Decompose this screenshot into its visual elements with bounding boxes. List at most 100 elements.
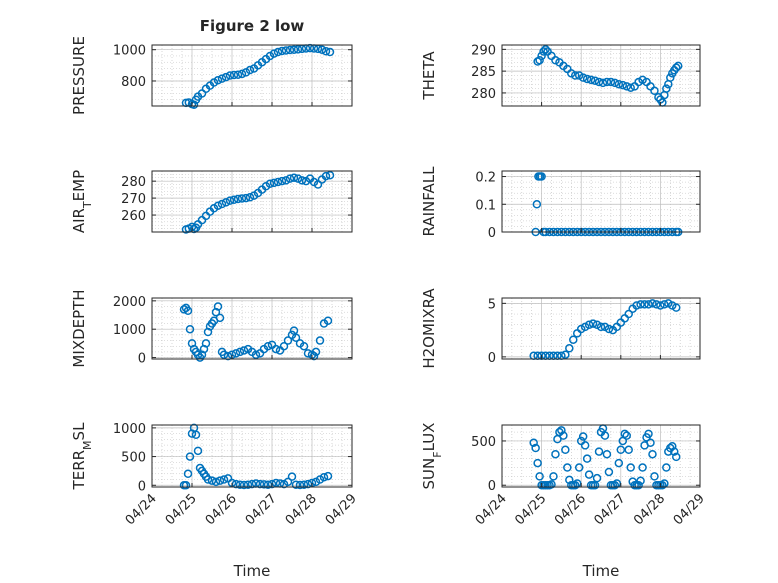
data-point <box>622 431 631 440</box>
data-point <box>189 100 199 109</box>
data-point <box>658 480 667 490</box>
data-point <box>319 472 329 482</box>
y-axis-label: H2OMIXRA <box>420 288 438 369</box>
y-tick-label: 5 <box>488 297 496 312</box>
data-point <box>265 179 275 188</box>
data-point <box>610 480 620 490</box>
data-point <box>321 171 331 181</box>
data-point <box>529 438 538 447</box>
x-axis-label: Time <box>582 562 620 580</box>
data-point <box>636 300 645 309</box>
data-point <box>636 476 645 486</box>
data-point <box>279 341 289 351</box>
data-point <box>644 429 653 439</box>
data-point <box>321 47 331 56</box>
data-point <box>604 324 614 334</box>
data-point <box>213 201 223 210</box>
axes-box <box>501 44 701 107</box>
data-point <box>569 335 578 344</box>
subplot-mixdepth: 0 1000 2000 MIXDEPTH <box>70 289 353 368</box>
data-point <box>233 70 243 79</box>
y-tick-label: 500 <box>121 451 146 466</box>
data-point <box>219 350 229 359</box>
data-point <box>656 301 665 310</box>
data-point <box>185 324 195 334</box>
y-axis-label: THETA <box>420 51 438 101</box>
data-point <box>285 174 295 183</box>
data-point <box>235 480 245 489</box>
y-tick-label: 800 <box>121 75 146 90</box>
data-point <box>640 300 649 309</box>
data-point <box>594 447 604 456</box>
y-tick-label: 2000 <box>113 295 146 310</box>
data-point <box>287 472 297 481</box>
data-point <box>183 469 193 479</box>
y-axis-label: RAINFALL <box>420 166 438 237</box>
data-point <box>277 46 287 56</box>
subplot-air-temp: 260 270 280 AIRTEMP <box>70 170 353 234</box>
data-point <box>535 472 544 481</box>
data-point <box>185 452 195 461</box>
axes-box <box>501 424 701 488</box>
axes-box <box>501 170 701 233</box>
data-point <box>606 77 616 87</box>
data-point <box>245 65 255 75</box>
data-point <box>323 471 333 481</box>
y-tick-label: 270 <box>121 192 146 207</box>
data-point <box>247 479 257 489</box>
data-point <box>215 476 225 485</box>
data-point <box>602 77 612 87</box>
data-point <box>295 480 305 490</box>
data-point <box>594 77 604 87</box>
data-point <box>531 443 540 453</box>
data-point <box>181 481 191 490</box>
data-point <box>551 449 560 459</box>
data-point <box>217 74 227 83</box>
data-point <box>565 475 574 485</box>
data-point <box>283 477 293 487</box>
axes-box <box>151 424 353 488</box>
data-point <box>624 309 633 319</box>
data-point <box>263 341 273 351</box>
data-point <box>557 426 566 435</box>
data-point <box>582 74 592 84</box>
data-point <box>537 172 546 181</box>
data-point <box>620 429 630 439</box>
y-tick-label: 260 <box>121 209 146 224</box>
data-point <box>565 344 574 353</box>
data-point <box>580 441 590 450</box>
data-point <box>283 336 293 345</box>
data-point <box>191 430 201 440</box>
data-point <box>251 350 261 359</box>
data-point <box>293 174 303 183</box>
data-point <box>325 47 335 57</box>
axes-box <box>501 297 701 360</box>
data-point <box>618 80 628 90</box>
data-point <box>299 341 309 351</box>
data-point <box>245 193 255 202</box>
y-tick-label: 285 <box>471 65 496 80</box>
y-tick-label: 0.2 <box>475 171 496 186</box>
y-tick-label: 1000 <box>113 44 146 59</box>
data-point <box>614 79 624 89</box>
data-point <box>646 438 655 447</box>
y-tick-label: 0 <box>488 351 496 366</box>
data-point <box>309 351 319 361</box>
y-tick-label: 0 <box>138 479 146 494</box>
data-point <box>662 463 671 472</box>
data-point <box>660 300 669 309</box>
data-point <box>584 470 594 479</box>
data-point <box>535 56 544 65</box>
data-point <box>596 322 606 332</box>
data-point <box>317 45 327 54</box>
data-point <box>533 458 542 468</box>
data-point <box>269 49 279 58</box>
data-point <box>229 195 239 205</box>
data-point <box>673 61 683 71</box>
data-point <box>277 176 287 186</box>
data-point <box>193 446 203 456</box>
data-point <box>671 452 681 462</box>
data-point <box>537 51 546 61</box>
data-point <box>269 178 279 188</box>
data-point <box>662 84 671 93</box>
